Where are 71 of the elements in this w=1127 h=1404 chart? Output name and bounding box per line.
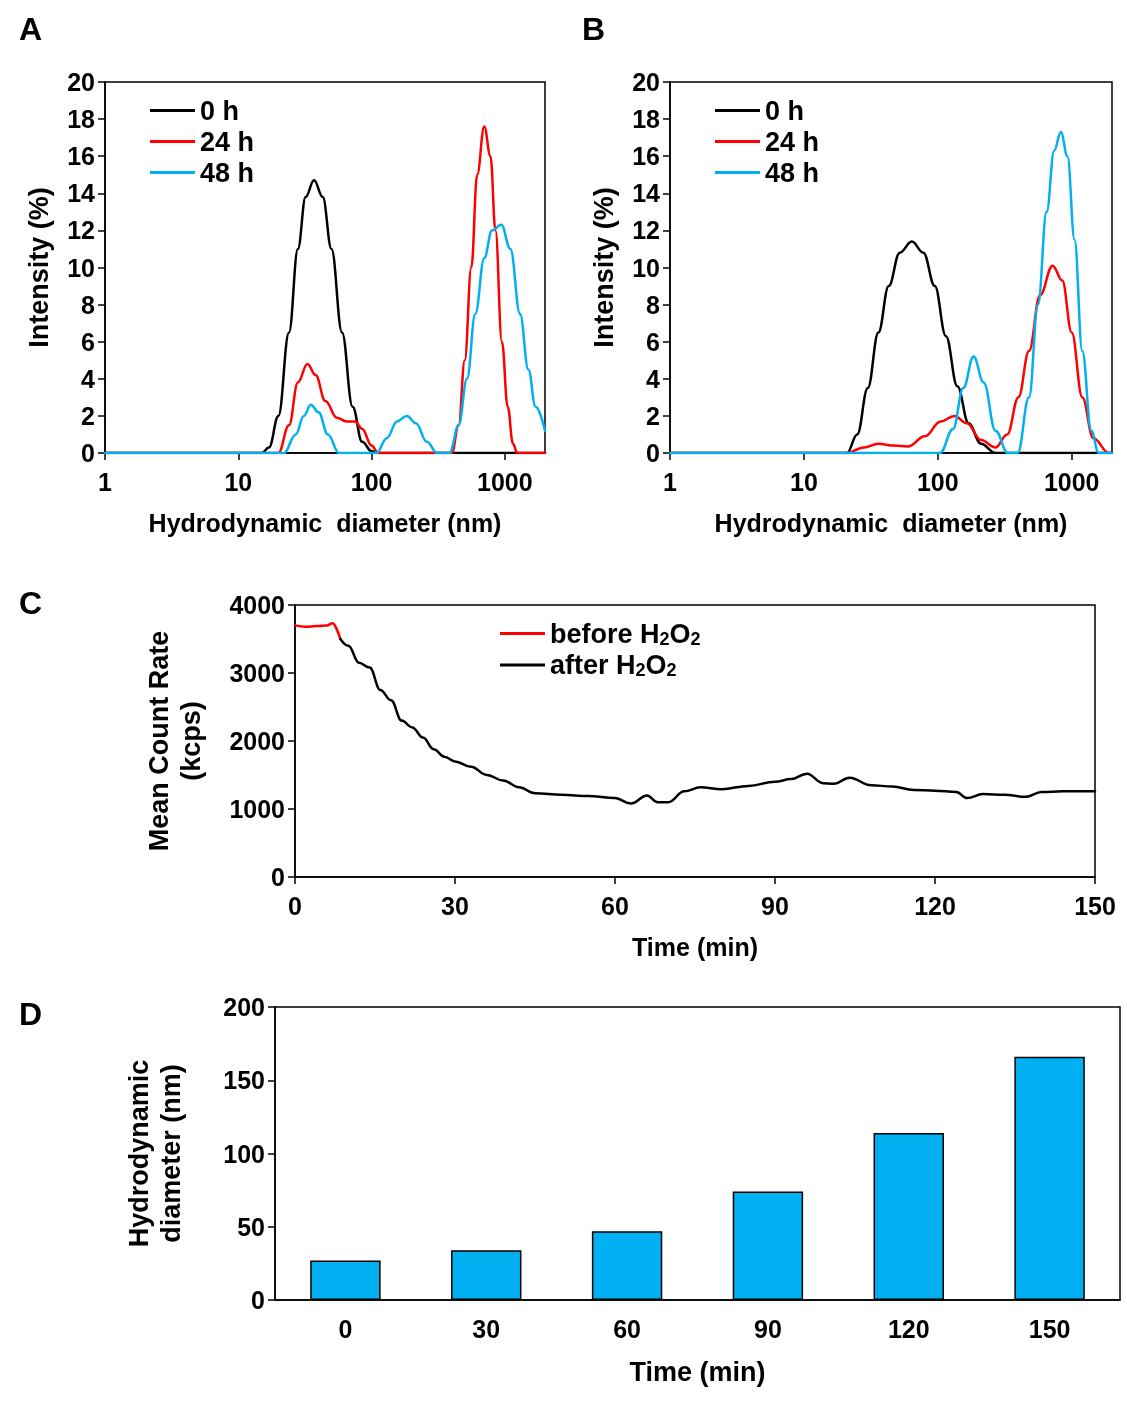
y-tick-label: 150 [223,1066,265,1095]
x-tick-label: 150 [1074,891,1116,920]
x-tick-label: 1000 [1043,467,1100,496]
y-tick-label: 100 [223,1139,265,1168]
y-tick-label: 16 [67,142,95,171]
y-tick-label: 0 [646,439,660,467]
x-tick-label: 30 [441,891,469,920]
y-tick-label: 0 [271,863,285,891]
legend-label: after H2O2 [550,650,677,680]
y-tick-label: 0 [251,1286,265,1314]
x-tick-label: 120 [887,1314,930,1343]
legend-label: before H2O2 [550,618,701,649]
y-axis-title: Mean Count Rate (kcps) [144,630,206,852]
y-tick-label: 4000 [229,591,285,619]
chart-title: A [19,11,43,47]
y-tick-label: 10 [67,253,95,282]
x-tick-label: 1 [98,467,113,496]
legend-label: 0 h [200,95,240,126]
y-tick-label: 4 [81,364,96,393]
x-axis-title: Hydrodynamic diameter (nm) [148,509,502,537]
legend-label: 0 h [765,95,805,126]
y-tick-label: 12 [67,216,95,245]
y-tick-label: 10 [632,253,660,282]
y-tick-label: 6 [646,327,660,356]
x-axis-title: Time (min) [632,933,758,961]
x-tick-label: 90 [754,1314,782,1343]
legend-label: 24 h [765,126,820,157]
legend-label: 24 h [200,126,255,157]
x-tick-label: 60 [601,891,629,920]
y-tick-label: 8 [81,290,96,319]
x-tick-label: 1 [663,467,678,496]
y-tick-label: 12 [632,216,660,245]
y-tick-label: 20 [632,68,660,96]
y-tick-label: 2 [81,401,95,430]
y-tick-label: 18 [67,105,96,134]
x-tick-label: 60 [613,1314,641,1343]
legend-label: 48 h [765,157,820,188]
line-series [293,622,342,641]
x-tick-label: 30 [472,1314,501,1343]
x-axis-title: Time (min) [629,1356,766,1387]
y-axis-title: Intensity (%) [589,187,619,348]
x-tick-label: 1000 [477,467,533,496]
y-tick-label: 6 [81,327,95,356]
legend-label: 48 h [200,157,255,188]
y-tick-label: 0 [81,439,95,467]
x-tick-label: 120 [914,891,956,920]
x-tick-label: 100 [350,467,393,496]
y-tick-label: 20 [67,68,95,96]
chart-title: B [582,11,606,47]
y-axis-title: Hydrodynamic diameter (nm) [124,1059,186,1248]
y-tick-label: 14 [632,179,661,208]
y-tick-label: 50 [237,1212,265,1241]
y-tick-label: 2 [646,401,660,430]
y-axis-title: Intensity (%) [24,187,54,348]
y-tick-label: 18 [632,105,661,134]
x-axis-title: Hydrodynamic diameter (nm) [714,509,1068,537]
x-tick-label: 10 [789,467,818,496]
x-tick-label: 90 [761,891,789,920]
y-tick-label: 200 [223,993,265,1021]
y-tick-label: 8 [646,290,661,319]
y-tick-label: 16 [632,142,660,171]
y-tick-label: 1000 [229,795,285,823]
y-tick-label: 2000 [229,727,285,755]
x-tick-label: 100 [916,467,959,496]
y-tick-label: 14 [67,179,96,208]
x-tick-label: 150 [1028,1314,1071,1343]
chart-title: D [19,996,43,1032]
y-tick-label: 4 [646,364,661,393]
y-tick-label: 3000 [229,659,285,687]
text: C [19,585,43,621]
x-tick-label: 0 [338,1314,353,1343]
